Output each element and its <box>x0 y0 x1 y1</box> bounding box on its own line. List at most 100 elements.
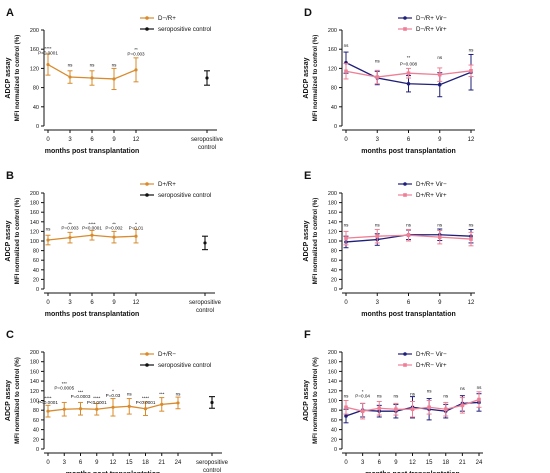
y-tick-label: 200 <box>328 28 337 34</box>
annotation: ** <box>134 47 138 52</box>
annotation: ns <box>406 223 412 228</box>
annotation: P=0.008 <box>400 62 418 67</box>
x-tick-label: 3 <box>376 137 380 143</box>
legend-marker <box>145 16 149 20</box>
x-tick-label: 0 <box>46 460 50 466</box>
x-tick-label: 9 <box>438 137 442 143</box>
legend: D+/R− Vir− D+/R− Vir+ <box>398 351 447 369</box>
annotation: P=0.0003 <box>71 394 91 399</box>
annotation: P=0.03 <box>106 393 121 398</box>
annotation: P=0.003 <box>127 51 145 56</box>
x-tick-label: 9 <box>394 460 398 466</box>
legend: D+/R− seropositive control <box>140 351 211 369</box>
y-tick-label: 200 <box>30 28 39 34</box>
control-tick-label: seropositive control <box>196 460 229 473</box>
legend: D+/R+ seropositive control <box>140 181 211 199</box>
data-point <box>437 235 442 239</box>
annotation: ns <box>344 223 350 228</box>
legend-label: D+/R− Vir− <box>416 351 447 358</box>
x-tick-label: 3 <box>68 137 72 143</box>
data-point <box>134 234 138 238</box>
legend-marker <box>145 363 149 367</box>
annotation: ns <box>437 55 443 60</box>
x-tick-label: 3 <box>63 460 67 466</box>
y-tick-label: 0 <box>36 124 39 130</box>
x-tick-label: 3 <box>376 300 380 306</box>
y-tick-label: 20 <box>331 437 337 443</box>
panel-label: C <box>6 329 14 341</box>
y-tick-label: 0 <box>334 124 337 130</box>
y-axis-subtitle: MFI normalized to control (%) <box>14 357 21 444</box>
y-axis-title: ADCP assay <box>5 220 12 261</box>
legend-marker <box>403 16 407 20</box>
x-tick-label: 12 <box>468 300 475 306</box>
data-point <box>406 71 411 75</box>
y-tick-label: 100 <box>30 239 39 245</box>
annotation: **** <box>44 396 51 401</box>
data-point <box>477 397 481 402</box>
x-tick-label: 6 <box>407 300 411 306</box>
x-tick-label: 0 <box>46 137 50 143</box>
annotation: ns <box>176 392 182 397</box>
annotation: P<0.0001 <box>38 50 58 55</box>
y-axis-subtitle: MFI normalized to control (%) <box>14 198 21 285</box>
legend-marker <box>145 193 149 197</box>
control-point <box>203 241 207 245</box>
data-point <box>460 403 465 408</box>
x-tick-label: 6 <box>79 460 83 466</box>
x-tick-label: 21 <box>459 460 466 466</box>
y-tick-label: 100 <box>328 399 337 405</box>
annotation: ns <box>427 389 433 394</box>
annotation: ns <box>112 62 118 67</box>
annotation: *** <box>62 381 68 386</box>
control-errorbar <box>202 235 208 251</box>
legend: D+/R+ Vir− D+/R+ Vir+ <box>398 181 447 199</box>
legend-label: seropositive control <box>158 26 211 33</box>
y-tick-label: 40 <box>33 428 39 434</box>
y-tick-label: 140 <box>30 220 39 226</box>
series-0 <box>45 53 139 91</box>
annotation: ns <box>90 62 96 67</box>
y-tick-label: 160 <box>328 47 337 53</box>
control-errorbar <box>204 70 210 86</box>
annotation: P=0.0005 <box>54 385 74 390</box>
y-tick-label: 20 <box>33 437 39 443</box>
data-point <box>406 81 411 86</box>
annotation: ns <box>375 223 381 228</box>
x-tick-label: 0 <box>344 460 348 466</box>
y-tick-label: 140 <box>328 379 337 385</box>
annotation: **** <box>142 396 149 401</box>
data-point <box>160 402 164 406</box>
x-axis-title: months post transplantation <box>66 471 161 473</box>
data-point <box>344 236 348 240</box>
x-axis-title: months post transplantation <box>361 148 456 155</box>
x-tick-label: 9 <box>112 300 116 306</box>
x-tick-label: 18 <box>142 460 149 466</box>
control-errorbar <box>209 396 215 409</box>
legend-label: D−/R+ <box>158 15 176 22</box>
x-tick-label: 0 <box>344 300 348 306</box>
data-point <box>360 409 365 413</box>
series-0 <box>45 396 181 418</box>
x-tick-label: 12 <box>110 460 117 466</box>
data-point <box>46 62 50 67</box>
data-point <box>406 233 411 238</box>
data-point <box>394 407 398 412</box>
legend-marker <box>403 27 407 31</box>
x-tick-label: 6 <box>90 300 94 306</box>
legend-label: seropositive control <box>158 362 211 369</box>
x-tick-label: 18 <box>442 460 449 466</box>
y-tick-label: 40 <box>33 268 39 274</box>
legend-marker <box>403 363 407 367</box>
x-tick-label: 24 <box>175 460 182 466</box>
annotation: P<0.0001 <box>82 225 102 230</box>
y-tick-label: 60 <box>33 258 39 264</box>
annotation: ns <box>344 43 350 48</box>
legend-marker <box>403 352 407 356</box>
y-tick-label: 20 <box>33 277 39 283</box>
data-point <box>127 404 131 408</box>
legend-label: D+/R+ Vir− <box>416 181 447 188</box>
y-tick-label: 140 <box>30 379 39 385</box>
x-tick-label: 3 <box>68 300 72 306</box>
